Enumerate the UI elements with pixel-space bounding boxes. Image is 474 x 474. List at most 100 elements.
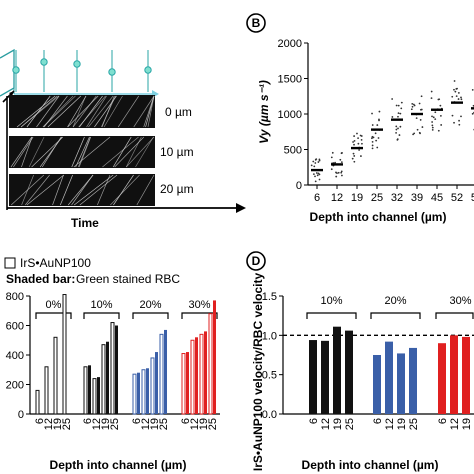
- kymograph-streak: [73, 136, 111, 168]
- b-point: [437, 98, 440, 101]
- b-ylabel-text: Vy (µm s⁻¹): [257, 80, 271, 144]
- b-point: [360, 138, 363, 141]
- b-point: [458, 123, 461, 126]
- b-point: [371, 144, 374, 147]
- depth-label-0: 0 µm: [165, 105, 192, 119]
- panel-c: IrS•AuNP100 Shaded bar: Green stained RB…: [4, 256, 220, 472]
- b-point: [353, 160, 356, 163]
- b-point: [340, 171, 343, 174]
- b-point: [397, 104, 400, 107]
- kymograph-streak: [110, 174, 140, 206]
- b-point: [335, 175, 338, 178]
- kymograph-streak: [28, 136, 45, 168]
- c-bar-open: [141, 369, 146, 415]
- kymograph-streak: [103, 95, 123, 128]
- tracer-particle-icon: [40, 58, 48, 66]
- c-xtick-label: 12: [91, 418, 103, 430]
- c-group-label: 20%: [139, 299, 161, 311]
- b-ytick-label: 1500: [278, 74, 302, 86]
- c-bar-open: [44, 366, 49, 415]
- kymograph-streak: [71, 136, 85, 168]
- b-point: [318, 178, 321, 181]
- b-point: [418, 102, 421, 105]
- b-ytick-label: 1000: [278, 109, 302, 121]
- b-point: [318, 173, 321, 176]
- b-point: [458, 119, 460, 122]
- b-point: [312, 160, 315, 163]
- c-xtick-label: 19: [149, 418, 161, 430]
- kymograph-streak: [136, 174, 155, 206]
- b-point: [357, 142, 360, 145]
- b-point: [353, 143, 355, 146]
- panel-b-badge: [246, 13, 266, 33]
- b-point: [432, 116, 435, 119]
- c-bar-open: [181, 353, 186, 415]
- b-point: [337, 171, 340, 174]
- b-point: [376, 146, 379, 149]
- b-point: [439, 114, 442, 117]
- b-ytick-label: 2000: [278, 38, 302, 50]
- tracer-particle-icon: [73, 60, 81, 68]
- kymograph-streak: [42, 95, 76, 128]
- b-point: [471, 88, 474, 91]
- d-group-label: 20%: [384, 295, 406, 307]
- b-point: [399, 125, 402, 128]
- b-xlabel: Depth into channel (µm): [310, 210, 447, 224]
- b-point: [360, 155, 362, 157]
- kymograph-streak: [102, 136, 139, 168]
- b-point: [352, 152, 355, 155]
- c-xtick-label: 6: [34, 418, 46, 424]
- tracer-particle-icon: [12, 66, 20, 74]
- b-point: [411, 105, 414, 108]
- kymograph-streak: [113, 174, 134, 206]
- b-point: [395, 125, 398, 128]
- c-bar-shaded: [164, 329, 167, 414]
- b-point: [341, 152, 343, 154]
- b-point: [460, 98, 463, 101]
- d-bar: [409, 347, 417, 414]
- kymograph-streak: [20, 95, 60, 128]
- c-bar-open: [199, 333, 204, 415]
- b-point: [351, 157, 354, 160]
- c-bar-open: [62, 294, 67, 415]
- b-point: [310, 164, 313, 167]
- c-xtick-label: 19: [198, 418, 210, 430]
- b-point: [358, 149, 361, 151]
- b-point: [330, 168, 333, 171]
- c-bar-shaded: [213, 300, 216, 414]
- d-bar: [397, 353, 405, 414]
- b-point: [356, 132, 358, 135]
- b-point: [419, 119, 422, 121]
- d-xtick-label: 6: [437, 418, 449, 424]
- panel-a: 0 µm 10 µm 20 µm Time: [0, 48, 246, 230]
- c-group-label: 30%: [188, 299, 210, 311]
- d-xlabel: Depth into channel (µm): [302, 458, 439, 472]
- kymograph-streak: [21, 136, 33, 168]
- b-point: [371, 124, 374, 126]
- b-point: [361, 142, 363, 145]
- c-group-label: 10%: [90, 299, 112, 311]
- c-xtick-label: 25: [61, 418, 73, 430]
- kymograph-streak: [117, 95, 140, 128]
- c-xtick-label: 19: [100, 418, 112, 430]
- d-ytick-label: 1.5: [262, 291, 277, 303]
- kymograph-streak: [26, 174, 65, 206]
- b-point: [455, 88, 458, 90]
- b-point: [410, 108, 413, 111]
- d-bar: [345, 330, 353, 414]
- b-point: [431, 128, 434, 131]
- kymograph-streak: [13, 136, 34, 168]
- panel-d-letter: D: [252, 254, 261, 268]
- d-xtick-label: 12: [449, 418, 461, 430]
- c-bar-open: [110, 322, 115, 415]
- kymograph-streak: [125, 136, 142, 168]
- b-point: [460, 115, 462, 118]
- b-point: [353, 139, 356, 142]
- d-bar: [462, 336, 470, 414]
- kymograph-streak: [42, 95, 74, 128]
- time-arrow: [7, 203, 246, 213]
- d-bar: [438, 343, 446, 414]
- kymograph-streak: [72, 95, 97, 128]
